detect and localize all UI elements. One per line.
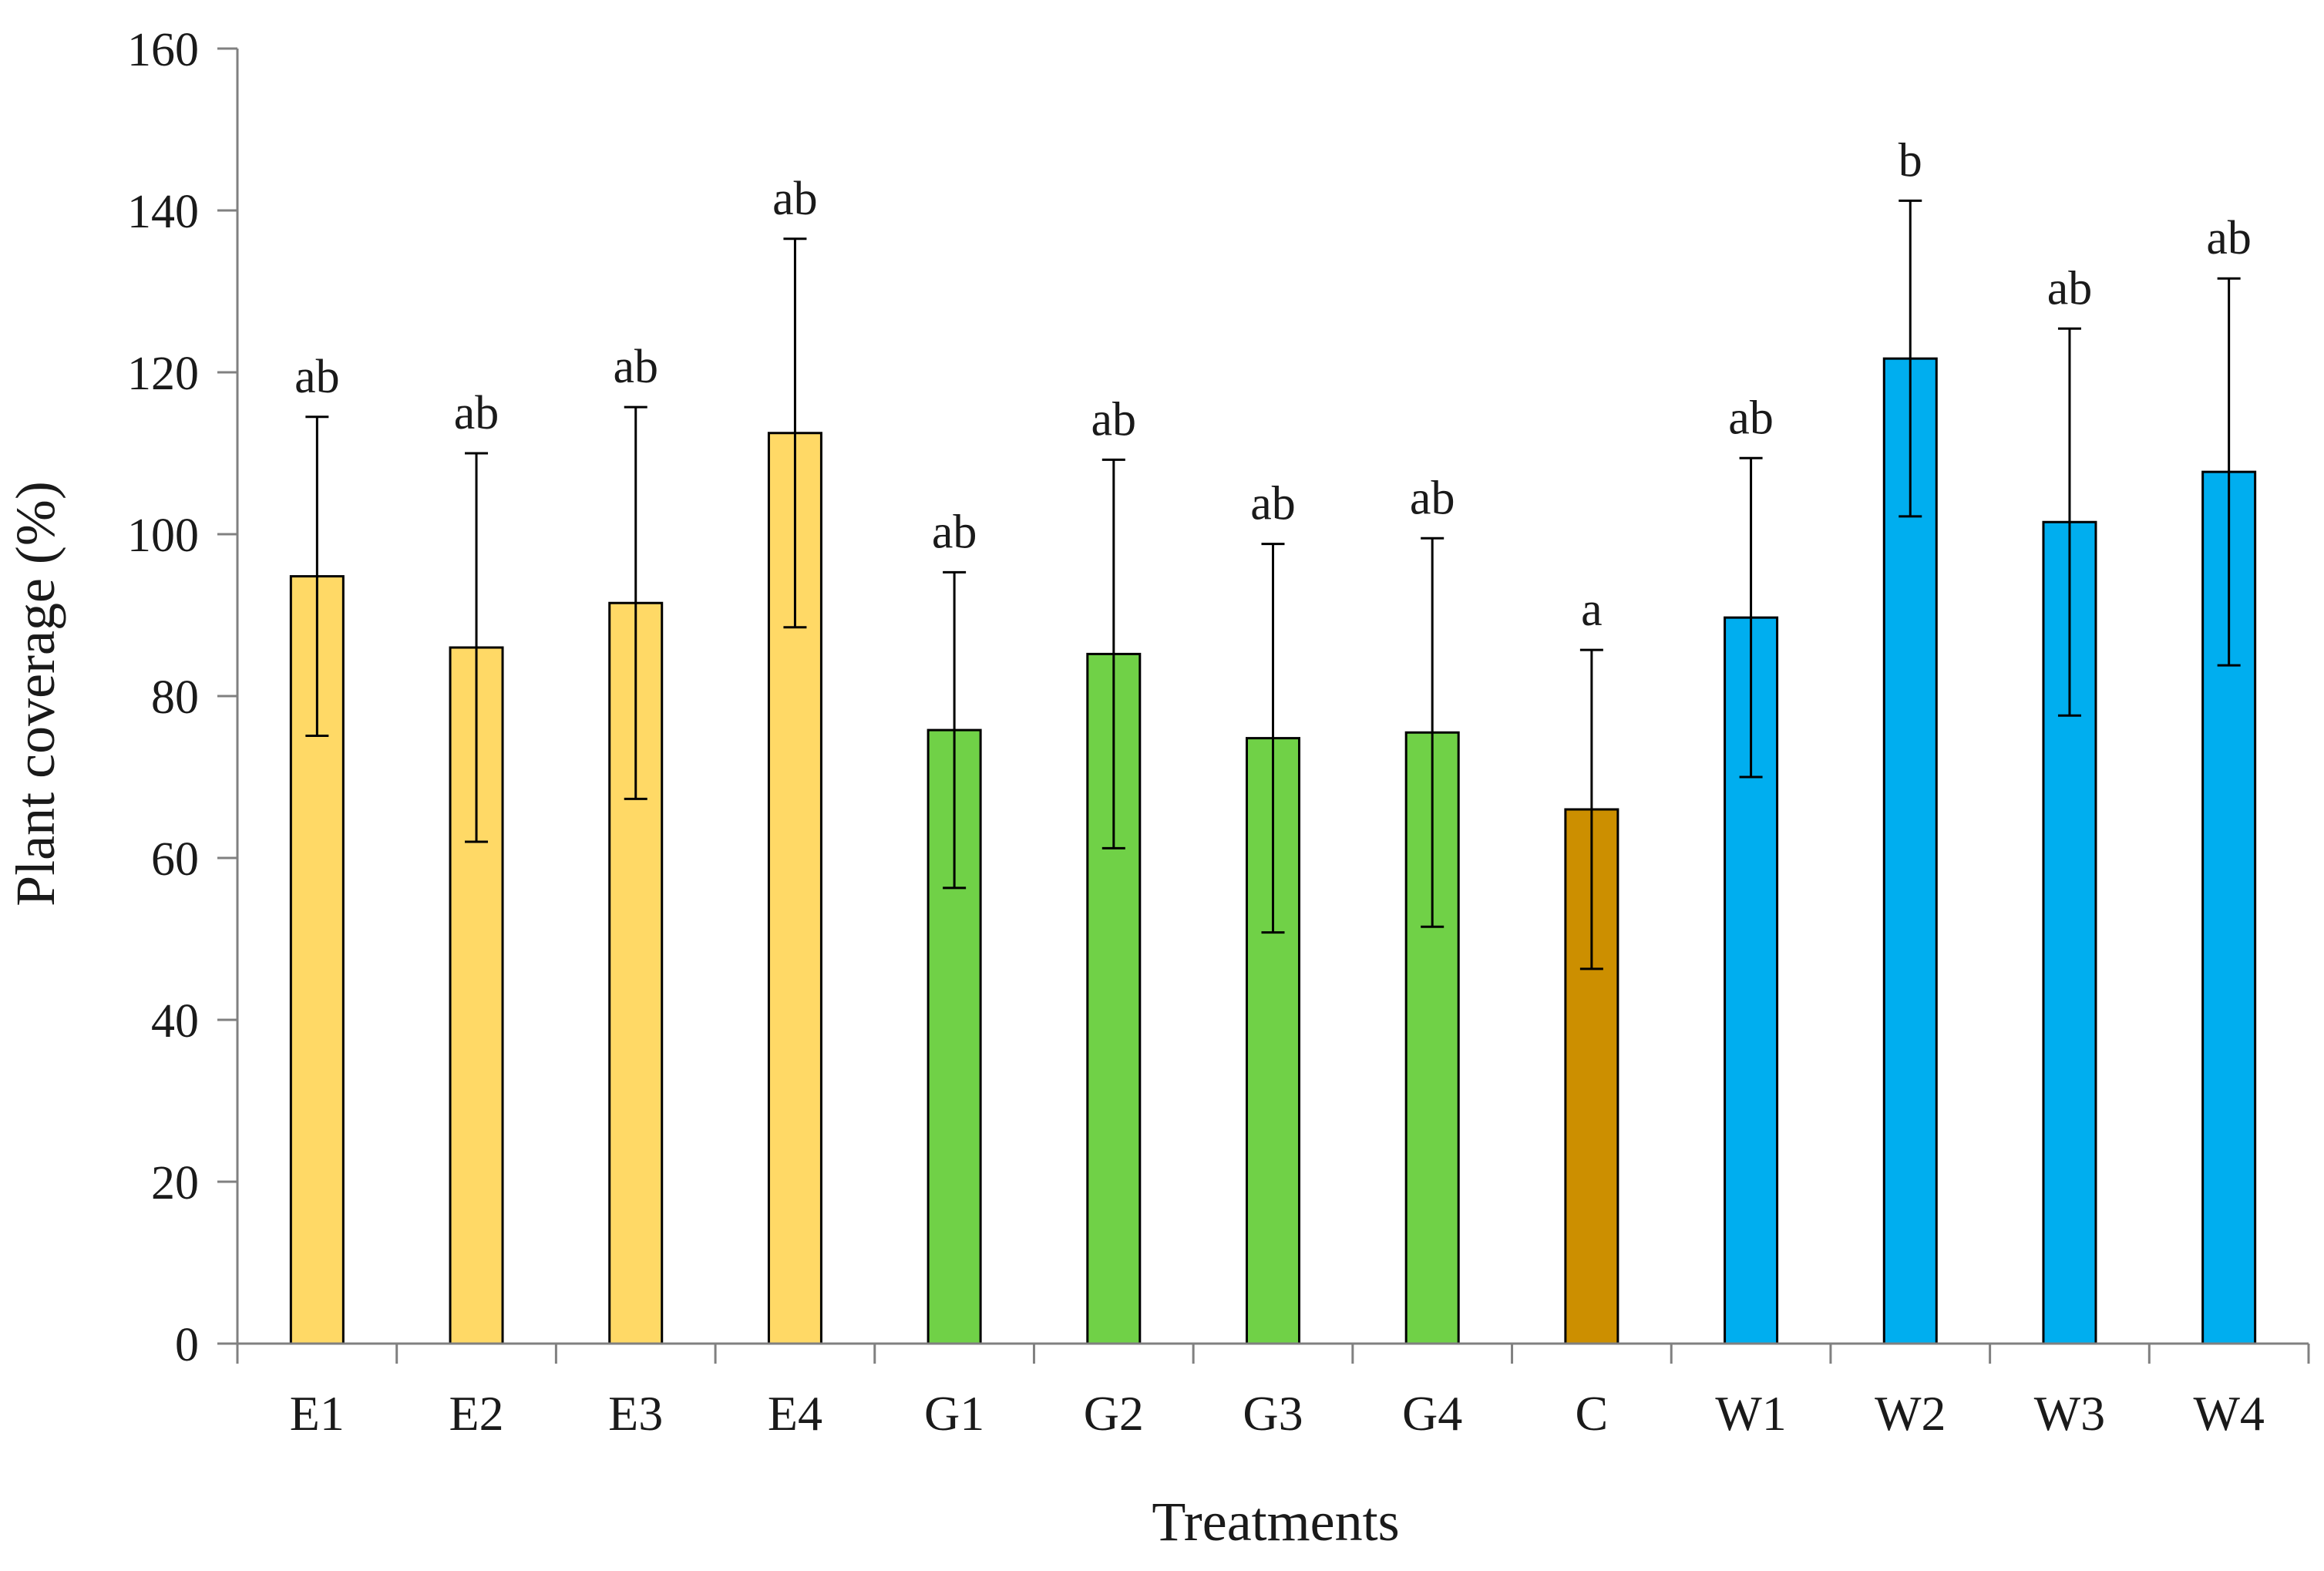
- y-tick-label: 100: [127, 510, 199, 562]
- x-tick-label-w1: W1: [1715, 1386, 1786, 1441]
- x-tick-label-e1: E1: [290, 1386, 345, 1441]
- x-tick-label-c: C: [1576, 1386, 1609, 1441]
- axes-layer: [217, 47, 2310, 1364]
- error-bar-g1: [943, 570, 967, 890]
- error-bar-w4: [2217, 277, 2241, 667]
- labels-layer: 020406080100120140160abE1abE2abE3abE4abG…: [127, 24, 2265, 1441]
- bar-e4: [767, 432, 822, 1345]
- error-bar-g4: [1421, 537, 1445, 928]
- significance-label-w4: ab: [2206, 212, 2252, 264]
- y-tick-label: 40: [151, 995, 199, 1048]
- significance-label-c: a: [1581, 584, 1603, 636]
- significance-label-e2: ab: [454, 387, 499, 439]
- significance-label-g2: ab: [1091, 393, 1137, 446]
- x-tick-label-w4: W4: [2193, 1386, 2264, 1441]
- error-bar-w3: [2057, 327, 2081, 717]
- y-tick-label: 0: [175, 1319, 199, 1371]
- significance-label-e3: ab: [613, 341, 658, 393]
- x-tick-label-w2: W2: [1875, 1386, 1946, 1441]
- x-tick-label-e3: E3: [608, 1386, 663, 1441]
- x-axis-title: Treatments: [1152, 1491, 1399, 1552]
- y-axis-title: Plant coverage (%): [5, 481, 66, 907]
- significance-label-e4: ab: [772, 173, 818, 225]
- x-tick-label-g1: G1: [924, 1386, 984, 1441]
- significance-label-w2: b: [1899, 134, 1922, 187]
- error-bar-e4: [783, 237, 807, 629]
- error-bar-w2: [1899, 199, 1922, 518]
- error-bar-g3: [1261, 543, 1285, 934]
- y-tick-label: 60: [151, 833, 199, 886]
- error-bar-e1: [305, 415, 329, 737]
- y-tick-label: 140: [127, 186, 199, 238]
- significance-label-w3: ab: [2047, 262, 2093, 315]
- x-tick-label-g2: G2: [1084, 1386, 1144, 1441]
- y-tick-label: 160: [127, 24, 199, 76]
- y-tick-label: 120: [127, 348, 199, 400]
- error-bar-w1: [1739, 456, 1763, 779]
- error-bars-layer: [305, 199, 2241, 971]
- x-tick-label-g3: G3: [1243, 1386, 1303, 1441]
- significance-label-g4: ab: [1410, 472, 1455, 524]
- y-tick-label: 80: [151, 671, 199, 724]
- significance-label-e1: ab: [294, 351, 340, 403]
- error-bar-e2: [465, 452, 489, 843]
- x-tick-label-e4: E4: [768, 1386, 822, 1441]
- significance-label-g1: ab: [932, 506, 977, 558]
- significance-label-g3: ab: [1250, 478, 1296, 530]
- x-tick-label-w3: W3: [2034, 1386, 2105, 1441]
- x-tick-label-g4: G4: [1402, 1386, 1462, 1441]
- error-bar-c: [1579, 648, 1603, 971]
- significance-label-w1: ab: [1728, 392, 1774, 444]
- bar-w2: [1882, 357, 1938, 1345]
- y-tick-label: 20: [151, 1157, 199, 1209]
- error-bar-e3: [624, 405, 647, 800]
- error-bar-g2: [1101, 458, 1125, 849]
- x-tick-label-e2: E2: [449, 1386, 503, 1441]
